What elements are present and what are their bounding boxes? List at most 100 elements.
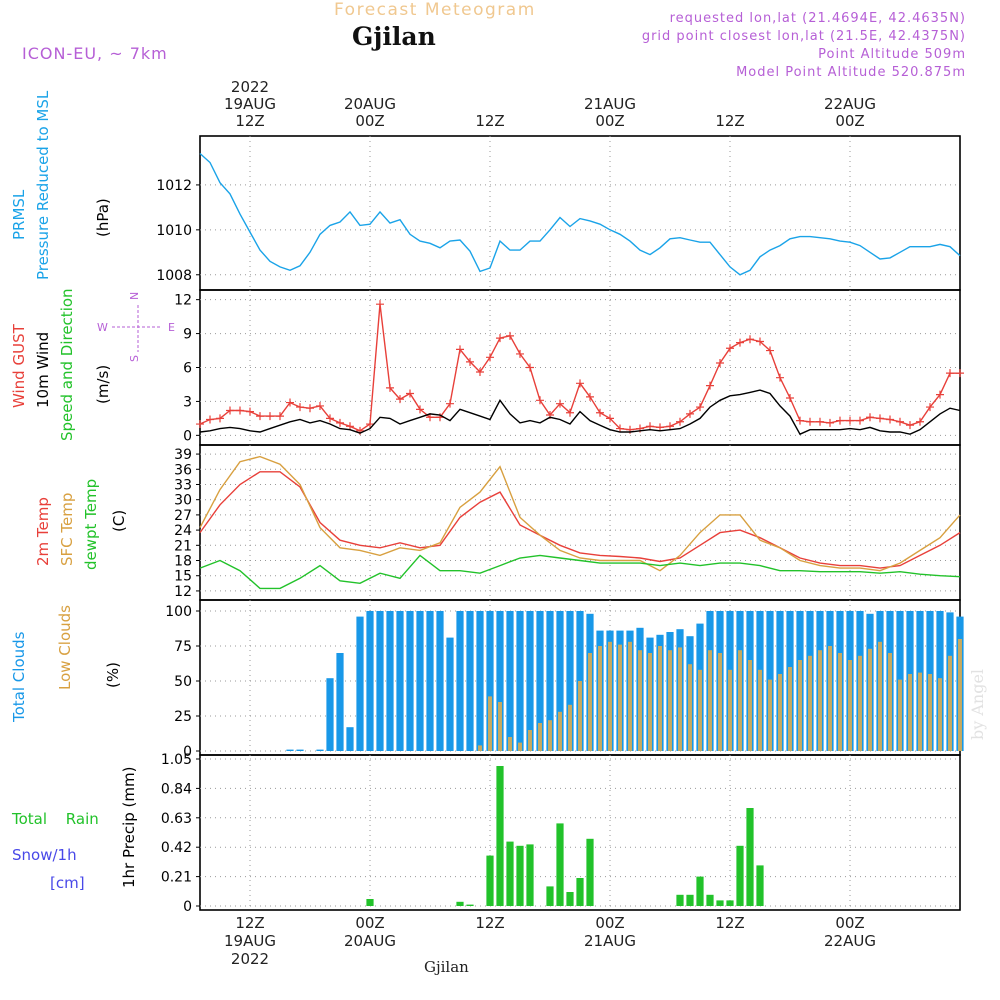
gust-point-marker [666, 422, 674, 431]
bar-total-clouds [566, 611, 574, 751]
bar-total-clouds [436, 611, 444, 751]
gust-point-marker [816, 417, 824, 426]
y-tick-label: 25 [174, 709, 192, 725]
gust-point-marker [946, 369, 954, 378]
bar-low-clouds [728, 669, 732, 751]
gust-point-marker [856, 416, 864, 425]
gust-point-marker [886, 415, 894, 424]
gust-point-marker [386, 383, 394, 392]
bar-total-clouds [506, 611, 514, 751]
bar-low-clouds [768, 679, 772, 751]
bar-total-clouds [416, 611, 424, 751]
top-time-label: 21AUG [584, 95, 636, 113]
bar-total-rain [746, 808, 754, 906]
y-tick-label: 6 [183, 361, 192, 377]
gust-point-marker [676, 417, 684, 426]
compass-e-label: E [168, 321, 175, 334]
point-altitude: Point Altitude 509m [818, 47, 966, 62]
bar-total-rain [576, 878, 584, 906]
top-time-label: 22AUG [824, 95, 876, 113]
bar-total-rain [756, 865, 764, 906]
gust-point-marker [596, 408, 604, 417]
gust-point-marker [476, 368, 484, 377]
bar-total-clouds [336, 653, 344, 751]
gust-point-marker [726, 344, 734, 353]
gust-point-marker [916, 417, 924, 426]
compass-cross [112, 305, 162, 352]
bar-total-clouds [296, 749, 304, 751]
bar-total-rain [486, 855, 494, 906]
bar-low-clouds [578, 681, 582, 751]
series-line-dewpt-temp [199, 554, 961, 590]
bar-total-rain [466, 904, 474, 906]
bar-low-clouds [928, 674, 932, 751]
gust-point-marker [316, 401, 324, 410]
bar-total-clouds [496, 611, 504, 751]
compass-s-label: S [128, 355, 141, 362]
bar-total-clouds [546, 611, 554, 751]
top-time-label: 20AUG [344, 95, 396, 113]
bar-low-clouds [948, 655, 952, 751]
gust-point-marker [646, 422, 654, 431]
bar-low-clouds [498, 702, 502, 751]
bar-total-clouds [286, 749, 294, 751]
gust-point-marker [506, 331, 514, 340]
y-tick-label: 0.84 [161, 781, 192, 797]
bar-low-clouds [788, 667, 792, 751]
bar-low-clouds [538, 723, 542, 751]
bar-low-clouds [708, 650, 712, 751]
bar-low-clouds [888, 653, 892, 751]
gust-point-marker [516, 349, 524, 358]
gust-point-marker [326, 414, 334, 423]
gust-point-marker [706, 381, 714, 390]
panel-frame [199, 135, 961, 291]
bar-total-rain [546, 886, 554, 906]
y-tick-label: 15 [174, 569, 192, 585]
bar-low-clouds [838, 653, 842, 751]
gust-point-marker [246, 407, 254, 416]
y-tick-label: 30 [174, 493, 192, 509]
bar-low-clouds [678, 647, 682, 751]
gust-point-marker [756, 337, 764, 346]
bar-low-clouds [528, 730, 532, 751]
bar-total-clouds [536, 611, 544, 751]
bottom-time-label: 21AUG [584, 932, 636, 950]
gust-point-marker [926, 403, 934, 412]
gust-point-marker [936, 390, 944, 399]
bar-total-clouds [476, 611, 484, 751]
gust-point-marker [586, 392, 594, 401]
bar-low-clouds [738, 650, 742, 751]
requested-coordinates: requested lon,lat (21.4694E, 42.4635N) [669, 11, 966, 26]
gust-point-marker [876, 414, 884, 423]
bar-low-clouds [608, 641, 612, 751]
gust-point-marker [616, 424, 624, 433]
y-tick-label: 1.05 [161, 752, 192, 768]
gust-point-marker [786, 394, 794, 403]
gust-point-marker [826, 418, 834, 427]
gust-point-marker [456, 345, 464, 354]
series-line-sfc-temp [199, 455, 961, 572]
y-tick-label: 0 [183, 744, 192, 760]
gust-point-marker [396, 395, 404, 404]
bar-total-clouds [456, 611, 464, 751]
product-title: Forecast Meteogram [334, 0, 536, 20]
gust-point-marker [696, 403, 704, 412]
gridpoint-coordinates: grid point closest lon,lat (21.5E, 42.43… [641, 29, 966, 44]
bar-low-clouds [858, 655, 862, 751]
bottom-time-label: 2022 [231, 950, 269, 968]
top-time-label: 12Z [475, 112, 504, 130]
gust-point-marker [776, 373, 784, 382]
bar-total-rain [516, 845, 524, 906]
bar-low-clouds [488, 696, 492, 751]
top-time-label: 12Z [715, 112, 744, 130]
bar-total-rain [456, 901, 464, 906]
model-label: ICON-EU, ~ 7km [22, 44, 168, 63]
top-time-label: 00Z [355, 112, 384, 130]
bar-low-clouds [878, 641, 882, 751]
gust-point-marker [296, 403, 304, 412]
bar-total-clouds [526, 611, 534, 751]
bar-low-clouds [958, 639, 962, 751]
gust-point-marker [836, 416, 844, 425]
gust-point-marker [766, 346, 774, 355]
